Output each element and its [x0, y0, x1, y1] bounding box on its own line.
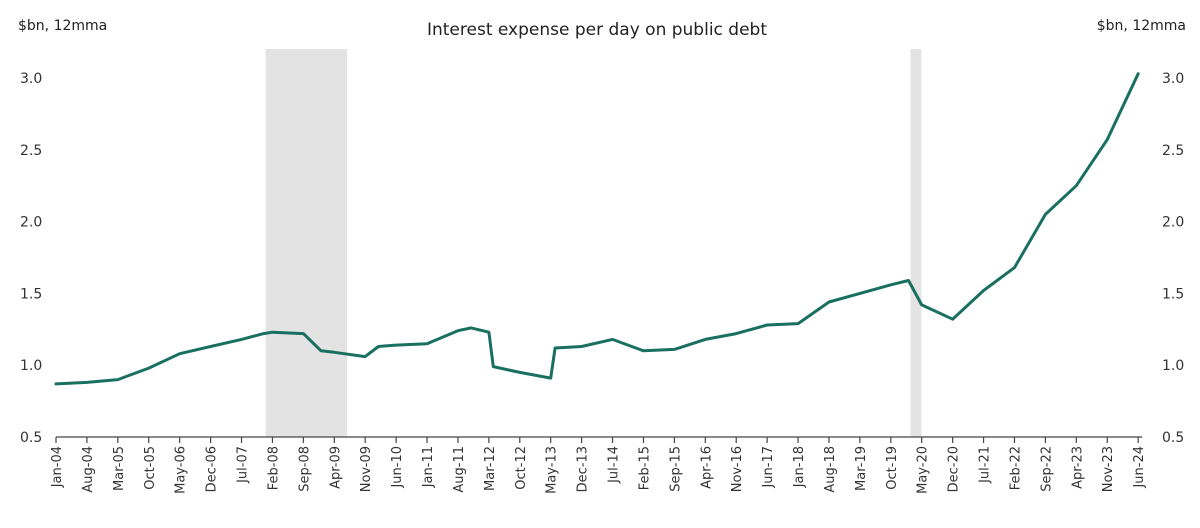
recession-bands [265, 49, 922, 437]
x-tick-label: Jun-17 [761, 446, 776, 489]
x-tick-label: Feb-08 [266, 446, 281, 490]
x-tick-label: Feb-22 [1008, 446, 1023, 490]
y-tick-label-left: 2.5 [20, 143, 42, 159]
y-tick-label-right: 3.0 [1162, 71, 1184, 87]
x-tick-label: Jan-04 [50, 446, 65, 488]
x-tick-label: Dec-06 [205, 446, 220, 492]
x-tick-label: Mar-19 [854, 446, 869, 491]
x-tick-label: Aug-04 [81, 446, 96, 493]
x-tick-label: Nov-23 [1101, 446, 1116, 492]
x-tick-label: Sep-15 [668, 446, 683, 492]
y-tick-label-left: 0.5 [20, 430, 42, 446]
x-tick-label: Apr-09 [328, 446, 343, 489]
y-tick-label-left: 1.0 [20, 358, 42, 374]
x-tick-label: May-06 [174, 446, 189, 494]
right-y-axis: 0.5 1.0 1.5 2.0 2.5 3.0 [1162, 71, 1184, 446]
x-tick-label: Apr-16 [699, 446, 714, 489]
y-tick-label-left: 1.5 [20, 286, 42, 302]
recession-band [265, 49, 348, 437]
x-tick-label: Aug-11 [452, 446, 467, 493]
y-tick-label-right: 2.0 [1162, 215, 1184, 231]
x-tick-label: May-13 [545, 446, 560, 494]
y-tick-label-right: 1.0 [1162, 358, 1184, 374]
x-tick-label: Jul-14 [607, 446, 622, 484]
x-tick-label: Mar-12 [483, 446, 498, 491]
y-tick-label-right: 1.5 [1162, 286, 1184, 302]
x-tick-label: Sep-08 [297, 446, 312, 492]
recession-band [910, 49, 922, 437]
x-tick-label: Jun-10 [390, 446, 405, 489]
x-tick-label: Oct-12 [514, 446, 529, 490]
x-tick-label: Oct-19 [885, 446, 900, 490]
left-axis-unit-label: $bn, 12mma [18, 18, 108, 34]
x-tick-label: Jul-21 [978, 446, 993, 484]
x-tick-label: Jan-18 [792, 446, 807, 488]
y-tick-label-right: 0.5 [1162, 430, 1184, 446]
x-tick-label: Dec-20 [947, 446, 962, 492]
left-y-axis: 0.5 1.0 1.5 2.0 2.5 3.0 [20, 71, 42, 446]
x-tick-label: Apr-23 [1070, 446, 1085, 489]
chart-title: Interest expense per day on public debt [426, 20, 768, 40]
x-tick-label: Jul-07 [236, 446, 251, 484]
x-tick-label: Aug-18 [823, 446, 838, 493]
x-tick-label: Jun-24 [1132, 446, 1147, 489]
x-axis: Jan-04 Aug-04 Mar-05 Oct-05 May-06 Dec-06 Jul-… [50, 436, 1147, 494]
y-tick-label-right: 2.5 [1162, 143, 1184, 159]
x-tick-label: May-20 [916, 446, 931, 494]
x-tick-label: Sep-22 [1039, 446, 1054, 492]
x-tick-label: Nov-16 [730, 446, 745, 492]
x-tick-label: Jan-11 [421, 446, 436, 488]
x-tick-label: Oct-05 [143, 446, 158, 490]
x-tick-label: Dec-13 [576, 446, 591, 492]
x-tick-label: Feb-15 [637, 446, 652, 490]
x-tick-label: Nov-09 [359, 446, 374, 492]
right-axis-unit-label: $bn, 12mma [1096, 18, 1186, 34]
y-tick-label-left: 3.0 [20, 71, 42, 87]
x-tick-label: Mar-05 [112, 446, 127, 491]
y-tick-label-left: 2.0 [20, 215, 42, 231]
interest-expense-line [54, 72, 1140, 386]
